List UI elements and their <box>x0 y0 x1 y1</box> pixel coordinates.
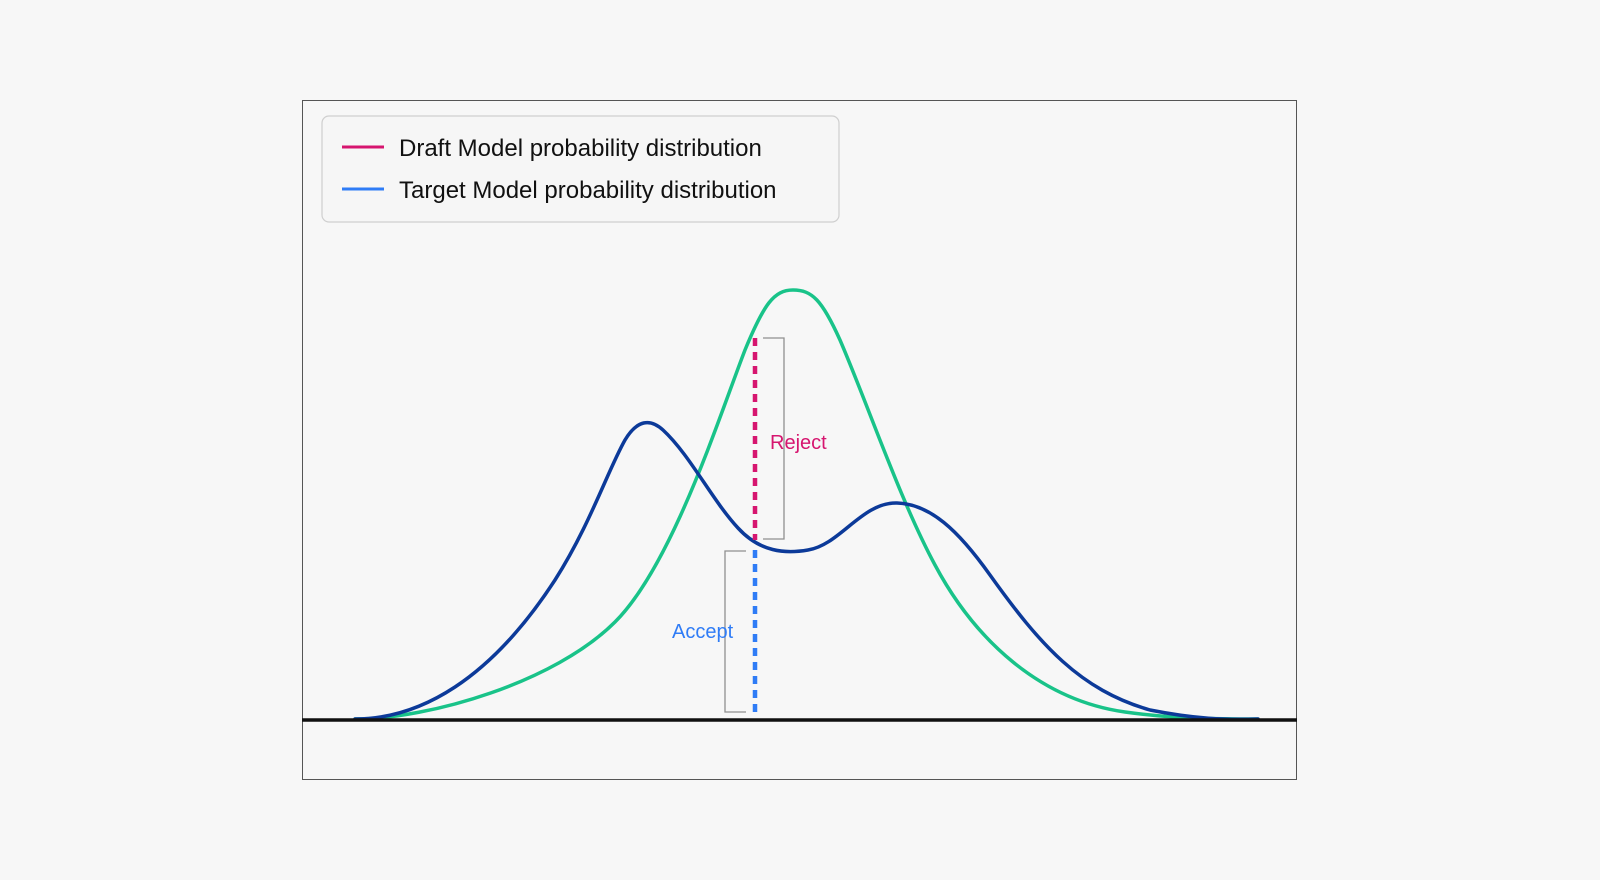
accept-bracket <box>724 550 746 713</box>
legend-box <box>321 115 840 223</box>
curve-bimodal-blue <box>353 420 1260 722</box>
curve-unimodal-green <box>353 288 1260 721</box>
legend-label-target: Target Model probability distribution <box>399 177 777 204</box>
reject-label: Reject <box>770 432 827 454</box>
legend-label-draft: Draft Model probability distribution <box>399 135 762 162</box>
legend: Draft Model probability distribution Tar… <box>321 115 840 223</box>
accept-label: Accept <box>672 621 734 643</box>
reject-bracket <box>763 337 785 540</box>
